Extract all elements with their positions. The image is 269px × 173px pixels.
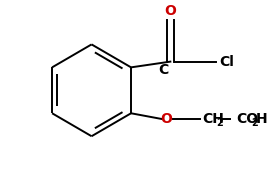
Text: C: C (158, 63, 168, 77)
Text: Cl: Cl (219, 55, 234, 69)
Text: O: O (161, 112, 172, 126)
Text: CO: CO (236, 112, 258, 126)
Text: CH: CH (203, 112, 225, 126)
Text: H: H (256, 112, 267, 126)
Text: O: O (164, 4, 176, 18)
Text: 2: 2 (216, 118, 223, 128)
Text: 2: 2 (251, 118, 258, 128)
